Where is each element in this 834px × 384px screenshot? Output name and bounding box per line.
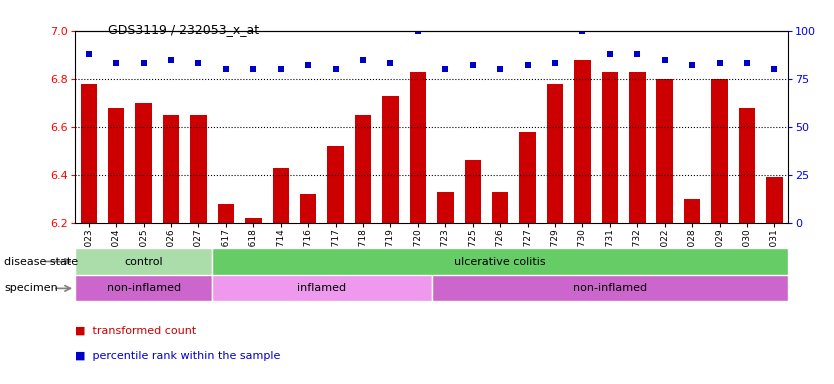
Point — [302, 62, 315, 68]
Point — [219, 66, 233, 72]
Point — [768, 66, 781, 72]
Point — [713, 60, 726, 66]
Point — [439, 66, 452, 72]
Text: non-inflamed: non-inflamed — [573, 283, 647, 293]
Bar — [300, 194, 316, 223]
Point — [384, 60, 397, 66]
Point — [686, 62, 699, 68]
Point — [164, 56, 178, 63]
Point — [658, 56, 671, 63]
Bar — [629, 71, 646, 223]
Point — [521, 62, 535, 68]
Point — [137, 60, 150, 66]
Point — [356, 56, 369, 63]
Bar — [273, 167, 289, 223]
Text: inflamed: inflamed — [298, 283, 346, 293]
Bar — [547, 84, 563, 223]
Point — [548, 60, 561, 66]
Point — [329, 66, 342, 72]
Bar — [81, 84, 97, 223]
Bar — [766, 177, 782, 223]
Bar — [190, 115, 207, 223]
Bar — [520, 132, 535, 223]
Point — [631, 51, 644, 57]
Bar — [328, 146, 344, 223]
Bar — [354, 115, 371, 223]
Bar — [492, 192, 509, 223]
Text: non-inflamed: non-inflamed — [107, 283, 181, 293]
Bar — [218, 204, 234, 223]
Point — [274, 66, 288, 72]
Bar — [465, 161, 481, 223]
Bar — [574, 60, 590, 223]
Point — [603, 51, 616, 57]
Bar — [601, 71, 618, 223]
Bar — [245, 218, 262, 223]
Bar — [75, 248, 212, 275]
Text: specimen: specimen — [4, 283, 58, 293]
Point — [494, 66, 507, 72]
Point — [411, 28, 425, 34]
Bar — [108, 108, 124, 223]
Point — [82, 51, 95, 57]
Bar — [212, 275, 432, 301]
Bar — [75, 275, 212, 301]
Point — [247, 66, 260, 72]
Point — [466, 62, 480, 68]
Bar — [437, 192, 454, 223]
Text: ■  percentile rank within the sample: ■ percentile rank within the sample — [75, 351, 280, 361]
Point — [192, 60, 205, 66]
Point — [741, 60, 754, 66]
Point — [109, 60, 123, 66]
Bar — [711, 79, 728, 223]
Point — [575, 28, 589, 34]
Bar — [163, 115, 179, 223]
Text: ■  transformed count: ■ transformed count — [75, 326, 196, 336]
Bar — [382, 96, 399, 223]
Bar — [739, 108, 756, 223]
Bar — [432, 275, 788, 301]
Bar — [212, 248, 788, 275]
Text: control: control — [124, 257, 163, 266]
Bar — [409, 71, 426, 223]
Text: ulcerative colitis: ulcerative colitis — [455, 257, 546, 266]
Bar — [656, 79, 673, 223]
Text: GDS3119 / 232053_x_at: GDS3119 / 232053_x_at — [108, 23, 259, 36]
Bar — [684, 199, 701, 223]
Bar — [135, 103, 152, 223]
Text: disease state: disease state — [4, 257, 78, 266]
